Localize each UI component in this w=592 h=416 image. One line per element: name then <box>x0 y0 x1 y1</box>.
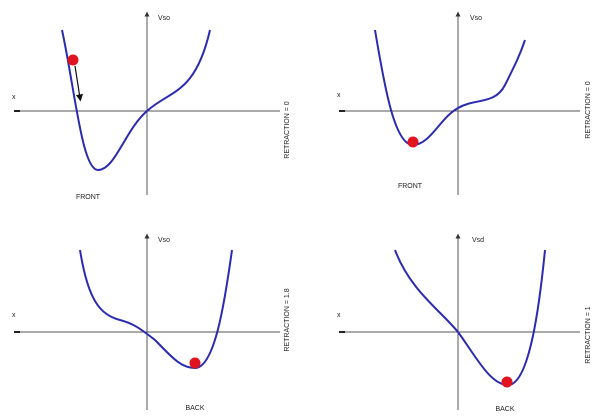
potential-curve <box>394 249 546 387</box>
caption: BACK <box>495 406 514 413</box>
x-label: x <box>12 312 16 319</box>
side-label: RETRACTION = 1 <box>585 306 592 363</box>
potential-curve <box>61 29 211 172</box>
side-label: RETRACTION = 1.8 <box>284 288 291 351</box>
panel: Vsd x BACK RETRACTION = 1 <box>337 233 592 413</box>
panel: Vso x BACK RETRACTION = 1.8 <box>12 233 291 412</box>
panel: Vso x FRONT RETRACTION = 0 <box>12 11 291 201</box>
ball <box>501 376 513 388</box>
x-label: x <box>12 94 16 101</box>
x-label: x <box>337 92 341 99</box>
x-label: x <box>337 312 341 319</box>
axis-label: Vso <box>470 15 482 22</box>
axis-label: Vso <box>158 237 170 244</box>
caption: FRONT <box>76 194 101 201</box>
side-label: RETRACTION = 0 <box>284 101 291 158</box>
arrow <box>74 65 84 102</box>
ball <box>67 54 79 66</box>
axis-label: Vso <box>158 15 170 22</box>
panel: Vso x FRONT RETRACTION = 0 <box>337 11 592 195</box>
potential-curve <box>374 29 526 147</box>
side-label: RETRACTION = 0 <box>585 81 592 138</box>
axis-label: Vsd <box>472 237 484 244</box>
caption: FRONT <box>398 183 423 190</box>
ball <box>189 357 201 369</box>
caption: BACK <box>185 405 204 412</box>
potential-curve <box>79 249 233 370</box>
ball <box>407 136 419 148</box>
